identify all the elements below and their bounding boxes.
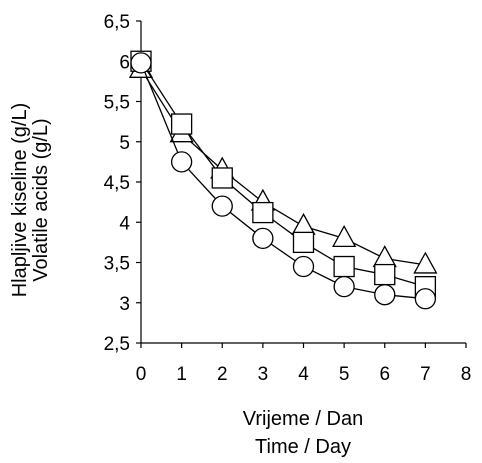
circle-marker bbox=[333, 275, 355, 298]
y-tick-label: 4,5 bbox=[104, 173, 130, 194]
x-tick-label: 1 bbox=[176, 364, 187, 385]
circle-marker bbox=[170, 151, 193, 173]
y-axis-label-line-1: Hlapljive kiseline (g/L) bbox=[9, 103, 31, 298]
x-axis-label: Vrijeme / Dan Time / Day bbox=[243, 408, 363, 458]
square-marker bbox=[252, 201, 274, 224]
x-tick-label: 6 bbox=[379, 364, 390, 385]
series-circle bbox=[130, 52, 437, 310]
triangle-marker bbox=[372, 245, 397, 268]
y-tick-label: 2,5 bbox=[104, 334, 130, 355]
y-tick-label: 4 bbox=[119, 213, 130, 234]
square-marker bbox=[170, 113, 193, 135]
x-tick-label: 5 bbox=[339, 364, 350, 385]
triangle-marker bbox=[413, 251, 438, 274]
circle-marker bbox=[130, 52, 152, 74]
circle-marker bbox=[211, 195, 233, 217]
x-tick-label: 4 bbox=[298, 364, 309, 385]
y-tick-label: 5,5 bbox=[104, 93, 130, 114]
y-tick-label: 6 bbox=[119, 52, 130, 73]
circle-marker bbox=[252, 227, 274, 250]
x-tick-label: 8 bbox=[461, 364, 472, 385]
x-axis-label-line-1: Vrijeme / Dan bbox=[243, 408, 363, 430]
circle-marker bbox=[292, 255, 315, 278]
y-tick-label: 5 bbox=[119, 133, 130, 154]
square-marker bbox=[374, 263, 396, 286]
square-marker bbox=[211, 167, 233, 189]
y-tick-label: 3,5 bbox=[104, 254, 130, 275]
triangle-marker bbox=[291, 212, 316, 235]
x-tick-label: 0 bbox=[136, 364, 147, 385]
x-tick-label: 2 bbox=[217, 364, 228, 385]
square-marker bbox=[292, 231, 315, 254]
square-marker bbox=[333, 255, 355, 278]
y-tick-label: 6,5 bbox=[104, 12, 130, 33]
y-axis-label-line-2: Volatile acids (g/L) bbox=[30, 118, 52, 281]
y-tick-label: 3 bbox=[119, 294, 130, 315]
x-axis-label-line-2: Time / Day bbox=[255, 436, 351, 458]
circle-marker bbox=[374, 284, 396, 306]
x-tick-label: 3 bbox=[258, 364, 269, 385]
x-tick-label: 7 bbox=[420, 364, 431, 385]
triangle-marker bbox=[332, 225, 357, 248]
circle-marker bbox=[414, 288, 437, 310]
y-axis-label: Hlapljive kiseline (g/L) Volatile acids … bbox=[9, 103, 52, 298]
